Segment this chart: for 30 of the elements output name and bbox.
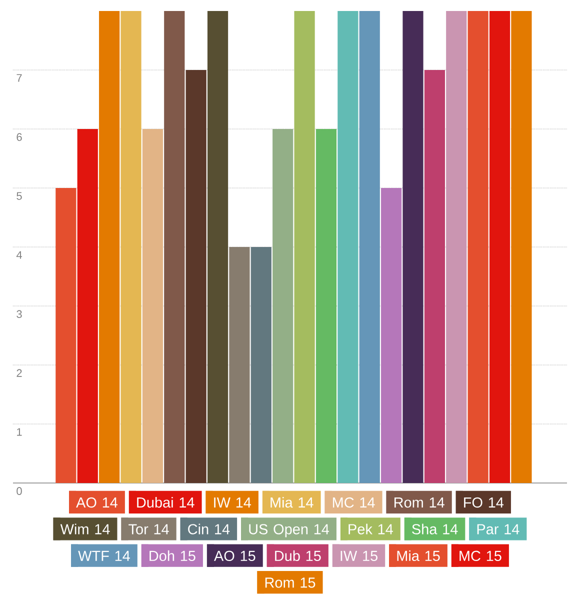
legend-label: US Open 14 bbox=[249, 524, 330, 538]
y-tick-label: 1 bbox=[17, 428, 22, 436]
legend-label: Pek 14 bbox=[348, 524, 393, 534]
legend-label: Wim 14 bbox=[60, 524, 110, 534]
legend-label: Rom 14 bbox=[394, 498, 444, 508]
legend-label: MC 15 bbox=[460, 550, 502, 562]
legend-label: MC 14 bbox=[332, 497, 375, 508]
legend-label: Cin 14 bbox=[188, 524, 230, 534]
legend-label: WTF 14 bbox=[78, 550, 130, 561]
y-tick-label: 4 bbox=[16, 251, 22, 259]
legend-label: AO 15 bbox=[214, 550, 256, 562]
y-tick-label: 7 bbox=[16, 74, 22, 82]
legend-label: Par 14 bbox=[477, 524, 520, 534]
legend-label: Mia 15 bbox=[397, 550, 440, 562]
legend-label: AO 14 bbox=[76, 497, 118, 508]
legend-label: Sha 14 bbox=[412, 524, 458, 534]
y-tick-label: 6 bbox=[16, 133, 22, 141]
legend-label: Dubai 14 bbox=[137, 496, 194, 508]
legend-label: Mia 14 bbox=[270, 496, 314, 508]
legend-label: FO 14 bbox=[464, 497, 504, 508]
legend-label: IW 15 bbox=[340, 550, 378, 562]
y-tick-label: 3 bbox=[16, 310, 22, 318]
legend-label: IW 14 bbox=[214, 498, 252, 508]
y-tick-label: 5 bbox=[16, 192, 22, 200]
legend-label: Doh 15 bbox=[150, 550, 196, 562]
y-tick-label: 2 bbox=[16, 369, 22, 377]
legend-label: Rom 15 bbox=[265, 578, 316, 588]
legend-label: Tor 14 bbox=[128, 524, 169, 534]
y-tick-label: 0 bbox=[16, 487, 22, 495]
legend-label: Dub 15 bbox=[275, 550, 321, 562]
